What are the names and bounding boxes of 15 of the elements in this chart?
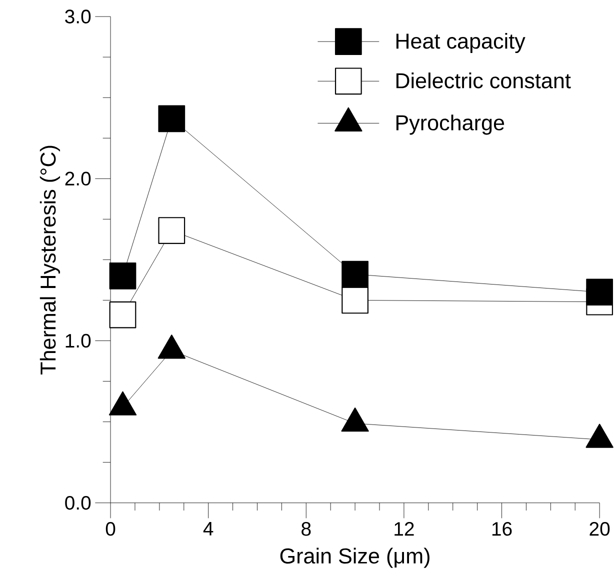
legend-label: Heat capacity — [396, 32, 526, 54]
y-axis-title: Thermal Hysteresis (°C) — [40, 146, 60, 374]
y-tick-label: 2.0 — [65, 172, 91, 186]
x-tick-label: 8 — [302, 522, 311, 536]
y-tick-label: 1.0 — [66, 334, 91, 348]
x-tick-label: 4 — [203, 522, 214, 536]
legend-label: Dielectric constant — [396, 72, 571, 88]
x-tick-label: 16 — [492, 522, 512, 536]
x-axis-title: Grain Size (μm) — [280, 548, 430, 568]
y-tick-label: 3.0 — [65, 10, 91, 24]
y-tick-label: 0.0 — [65, 496, 91, 510]
x-tick-label: 12 — [394, 522, 414, 536]
x-tick-label: 0 — [106, 522, 116, 536]
legend-label: Pyrocharge — [396, 114, 504, 135]
x-tick-label: 20 — [590, 522, 610, 536]
